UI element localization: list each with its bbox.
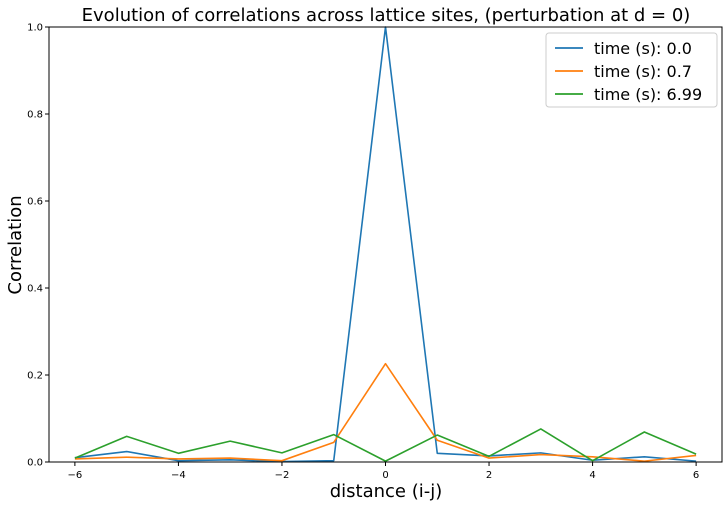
- x-tick-label: 0: [382, 470, 388, 481]
- legend-box: [545, 32, 718, 108]
- legend-label: time (s): 0.7: [594, 62, 692, 81]
- x-tick-label: −2: [275, 470, 290, 481]
- x-axis-ticks: −6 −4 −2 0 2 4 6: [68, 462, 699, 481]
- y-tick-label: 0.2: [27, 371, 43, 382]
- y-tick-label: 0.4: [27, 284, 43, 295]
- x-tick-label: 2: [486, 470, 492, 481]
- legend-label: time (s): 0.0: [594, 39, 692, 58]
- y-axis-ticks: 0.0 0.2 0.4 0.6 0.8 1.0: [27, 23, 49, 469]
- x-tick-label: 6: [693, 470, 699, 481]
- x-tick-label: 4: [589, 470, 595, 481]
- y-tick-label: 0.6: [27, 197, 43, 208]
- y-tick-label: 0.0: [27, 458, 43, 469]
- series-line-1: [74, 362, 697, 462]
- y-tick-label: 0.8: [27, 110, 43, 121]
- series-line-2: [74, 428, 697, 462]
- chart-title: Evolution of correlations across lattice…: [82, 5, 691, 26]
- legend-label: time (s): 6.99: [594, 85, 702, 104]
- x-tick-label: −4: [171, 470, 186, 481]
- y-tick-label: 1.0: [27, 23, 43, 34]
- legend: time (s): 0.0 time (s): 0.7 time (s): 6.99: [545, 32, 718, 108]
- x-axis-label: distance (i-j): [330, 481, 443, 502]
- x-tick-label: −6: [68, 470, 83, 481]
- y-axis-label: Correlation: [5, 195, 26, 294]
